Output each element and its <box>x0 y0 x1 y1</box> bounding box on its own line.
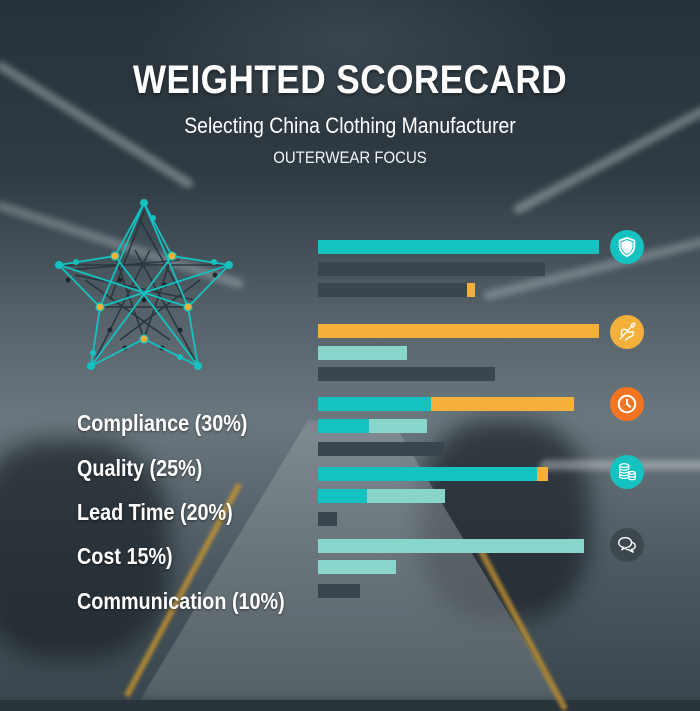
bar-segment-mint <box>318 346 407 360</box>
bar-segment-mint <box>318 539 584 553</box>
bar-segment-teal <box>318 489 367 503</box>
focus-tag: OUTERWEAR FOCUS <box>273 148 427 167</box>
bar-segment-mint <box>367 489 445 503</box>
label-lead-time: Lead Time (20%) <box>77 499 233 525</box>
label-compliance: Compliance (30%) <box>77 410 248 436</box>
label-communication: Communication (10%) <box>77 588 285 614</box>
label-cost: Cost 15%) <box>77 543 173 569</box>
bar-segment-dark <box>318 512 337 526</box>
page-title: WEIGHTED SCORECARD <box>132 58 568 102</box>
bar-cost-3 <box>318 512 337 526</box>
bar-segment-teal <box>318 240 599 254</box>
bar-segment-dark <box>318 442 444 456</box>
bar-segment-dark <box>318 584 360 598</box>
bar-compliance-1 <box>318 240 599 254</box>
shield-icon <box>610 230 644 264</box>
network-star-icon <box>55 199 233 370</box>
label-quality: Quality (25%) <box>77 455 203 481</box>
bar-segment-teal <box>318 397 431 411</box>
chat-bubbles-icon <box>610 528 644 562</box>
bar-communication-3 <box>318 584 360 598</box>
bar-quality-2 <box>318 346 407 360</box>
bar-lead-time-1 <box>318 397 574 411</box>
bar-lead-time-3 <box>318 442 444 456</box>
bar-quality-3 <box>318 367 495 381</box>
bar-segment-mint <box>369 419 427 433</box>
bar-compliance-2 <box>318 262 545 276</box>
bar-segment-dark <box>318 262 545 276</box>
bar-compliance-3 <box>318 283 475 297</box>
coins-icon <box>610 455 644 489</box>
bar-communication-1 <box>318 539 584 553</box>
bar-cost-1 <box>318 467 548 481</box>
page-subtitle: Selecting China Clothing Manufacturer <box>184 113 516 138</box>
needle-thread-icon <box>610 315 644 349</box>
bar-segment-orange <box>318 324 599 338</box>
bar-segment-orange <box>467 283 475 297</box>
clock-icon <box>610 387 644 421</box>
bar-cost-2 <box>318 489 445 503</box>
bar-segment-orange <box>537 467 548 481</box>
bar-segment-dark <box>318 283 467 297</box>
bar-segment-teal <box>318 419 369 433</box>
bar-segment-teal <box>318 467 537 481</box>
bar-segment-orange <box>431 397 574 411</box>
bar-quality-1 <box>318 324 599 338</box>
bar-segment-dark <box>318 367 495 381</box>
bar-communication-2 <box>318 560 396 574</box>
bar-segment-mint <box>318 560 396 574</box>
bar-lead-time-2 <box>318 419 427 433</box>
